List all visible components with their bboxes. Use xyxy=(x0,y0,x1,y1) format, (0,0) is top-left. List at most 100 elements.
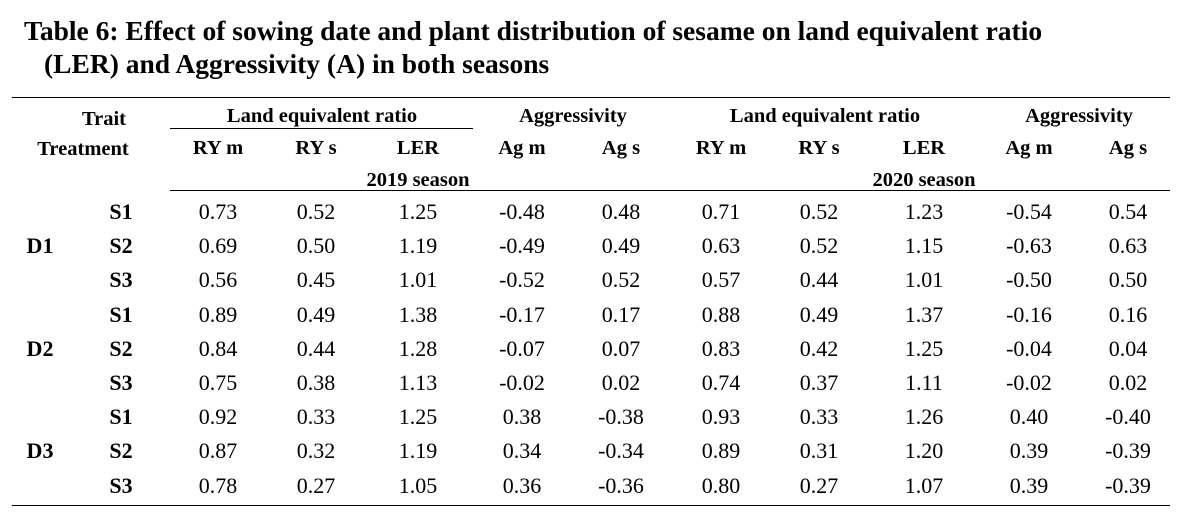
header-group: Land equivalent ratio xyxy=(226,105,418,127)
table-cell: 0.07 xyxy=(601,335,641,361)
table-cell: -0.50 xyxy=(1006,267,1052,293)
table-cell: 0.69 xyxy=(198,233,238,259)
table-cell: -0.48 xyxy=(499,199,545,224)
table-cell: -0.04 xyxy=(1006,335,1052,361)
table-cell: 1.25 xyxy=(398,199,438,224)
table-cell: 0.54 xyxy=(1108,199,1148,224)
table-cell: -0.07 xyxy=(499,335,545,361)
header-season: 2019 season xyxy=(366,169,470,191)
table-cell: 0.52 xyxy=(296,199,336,224)
header-group: Aggressivity xyxy=(519,105,627,127)
table-cell: 1.19 xyxy=(398,233,438,259)
table-cell: 0.89 xyxy=(198,301,238,327)
table-cell: 0.52 xyxy=(799,233,839,259)
table-cell: 0.48 xyxy=(601,199,641,224)
table-cell: 0.49 xyxy=(799,301,839,327)
table-cell: 1.07 xyxy=(904,472,944,498)
table-cell: -0.40 xyxy=(1105,404,1151,430)
table-cell: 0.84 xyxy=(198,335,238,361)
table-cell: 0.88 xyxy=(701,301,741,327)
table-cell: 0.49 xyxy=(296,301,336,327)
header-column: RY s xyxy=(798,137,840,159)
table-cell: 0.16 xyxy=(1108,301,1148,327)
table-cell: 0.37 xyxy=(799,370,839,395)
table-cell: -0.39 xyxy=(1105,438,1151,464)
table-cell: 0.63 xyxy=(1108,233,1148,259)
table-cell: 1.20 xyxy=(904,438,944,464)
table-cell: 0.04 xyxy=(1108,335,1148,361)
header-season: 2020 season xyxy=(872,169,976,191)
distribution-label: S2 xyxy=(109,438,133,464)
header-column: RY m xyxy=(695,137,747,159)
table-cell: -0.38 xyxy=(598,404,644,430)
header-trait: Trait xyxy=(81,108,127,130)
table-cell: 1.01 xyxy=(398,267,438,293)
table-cell: 0.75 xyxy=(198,370,238,395)
table-cell: -0.49 xyxy=(499,233,545,259)
table-cell: 0.78 xyxy=(198,472,238,498)
table-cell: 0.38 xyxy=(296,370,336,395)
table-cell: 0.34 xyxy=(502,438,542,464)
table-cell: 0.92 xyxy=(198,404,238,430)
season-rule xyxy=(170,190,1170,191)
sowing-date-label: D1 xyxy=(26,233,54,259)
header-column: Ag s xyxy=(1108,137,1148,159)
table-cell: 1.25 xyxy=(398,404,438,430)
table-cell: 0.45 xyxy=(296,267,336,293)
header-group: Land equivalent ratio xyxy=(729,105,921,127)
sowing-date-label: D3 xyxy=(26,438,54,464)
header-column: Ag m xyxy=(1005,137,1053,159)
table-cell: 0.02 xyxy=(601,370,641,395)
table-cell: 0.56 xyxy=(198,267,238,293)
table-cell: 0.89 xyxy=(701,438,741,464)
distribution-label: S3 xyxy=(109,370,133,395)
table-cell: 0.57 xyxy=(701,267,741,293)
table-cell: 0.73 xyxy=(198,199,238,224)
table-cell: 0.33 xyxy=(799,404,839,430)
header-column: Ag s xyxy=(601,137,641,159)
distribution-label: S1 xyxy=(109,404,133,430)
table-cell: 0.17 xyxy=(601,301,641,327)
table-cell: 0.52 xyxy=(601,267,641,293)
header-column: Ag m xyxy=(498,137,546,159)
table-cell: 0.39 xyxy=(1009,472,1049,498)
table-cell: 0.44 xyxy=(296,335,336,361)
table-cell: -0.39 xyxy=(1105,472,1151,498)
table-cell: -0.02 xyxy=(499,370,545,395)
table-cell: 0.42 xyxy=(799,335,839,361)
table-cell: 0.02 xyxy=(1108,370,1148,395)
table-cell: 1.25 xyxy=(904,335,944,361)
table-cell: 1.01 xyxy=(904,267,944,293)
table-cell: 0.44 xyxy=(799,267,839,293)
table-cell: 0.38 xyxy=(502,404,542,430)
table-cell: -0.52 xyxy=(499,267,545,293)
distribution-label: S1 xyxy=(109,199,133,224)
table-cell: 1.15 xyxy=(904,233,944,259)
table-cell: 1.28 xyxy=(398,335,438,361)
table-cell: 0.39 xyxy=(1009,438,1049,464)
caption-line-2: (LER) and Aggressivity (A) in both seaso… xyxy=(44,48,550,79)
table-cell: 0.71 xyxy=(701,199,741,224)
table-cell: 1.23 xyxy=(904,199,944,224)
table-cell: 0.93 xyxy=(701,404,741,430)
table-cell: -0.16 xyxy=(1006,301,1052,327)
table-cell: 1.26 xyxy=(904,404,944,430)
table-cell: 0.27 xyxy=(296,472,336,498)
header-column: LER xyxy=(902,137,946,159)
distribution-label: S3 xyxy=(109,472,133,498)
table-cell: 0.31 xyxy=(799,438,839,464)
table-cell: 0.83 xyxy=(701,335,741,361)
header-column: LER xyxy=(396,137,440,159)
table-caption: Table 6: Effect of sowing date and plant… xyxy=(24,14,1164,80)
distribution-label: S3 xyxy=(109,267,133,293)
bottom-rule xyxy=(12,505,1170,506)
table-cell: 0.50 xyxy=(1108,267,1148,293)
table-cell: 0.74 xyxy=(701,370,741,395)
header-column: RY m xyxy=(192,137,244,159)
table-cell: 0.80 xyxy=(701,472,741,498)
table-cell: 1.11 xyxy=(905,370,943,395)
table-cell: 0.40 xyxy=(1009,404,1049,430)
table-cell: 1.13 xyxy=(398,370,438,395)
table-cell: 0.36 xyxy=(502,472,542,498)
table-cell: 0.87 xyxy=(198,438,238,464)
